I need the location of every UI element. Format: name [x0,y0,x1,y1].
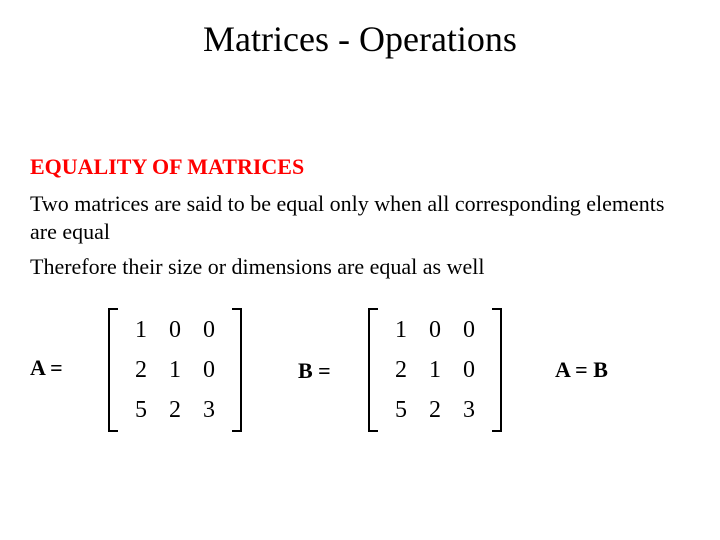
matrix-b-label: B = [298,358,331,384]
matrix-cell: 5 [135,397,147,424]
matrix-cell: 3 [203,397,215,424]
matrix-cell: 0 [429,317,441,344]
left-bracket-icon [108,308,116,432]
matrix-cell: 1 [135,317,147,344]
left-bracket-icon [368,308,376,432]
page-title: Matrices - Operations [0,18,720,60]
matrix-cell: 3 [463,397,475,424]
matrix-cell: 0 [169,317,181,344]
matrix-b-grid: 1 0 0 2 1 0 5 2 3 [376,308,494,432]
matrix-cell: 0 [203,317,215,344]
matrix-cell: 1 [429,357,441,384]
matrix-cell: 2 [135,357,147,384]
matrix-cell: 2 [429,397,441,424]
section-heading: EQUALITY OF MATRICES [30,154,304,180]
matrix-cell: 2 [395,357,407,384]
body-text-2: Therefore their size or dimensions are e… [30,254,670,280]
matrix-cell: 1 [395,317,407,344]
matrix-b: 1 0 0 2 1 0 5 2 3 [368,308,502,432]
matrix-cell: 1 [169,357,181,384]
matrix-a-label: A = [30,355,63,381]
matrix-a-grid: 1 0 0 2 1 0 5 2 3 [116,308,234,432]
matrix-a: 1 0 0 2 1 0 5 2 3 [108,308,242,432]
matrix-cell: 5 [395,397,407,424]
equality-statement: A = B [555,357,608,383]
matrix-cell: 0 [463,357,475,384]
matrix-cell: 0 [463,317,475,344]
slide: Matrices - Operations EQUALITY OF MATRIC… [0,0,720,540]
right-bracket-icon [234,308,242,432]
matrix-cell: 2 [169,397,181,424]
right-bracket-icon [494,308,502,432]
body-text-1: Two matrices are said to be equal only w… [30,190,670,245]
matrix-cell: 0 [203,357,215,384]
